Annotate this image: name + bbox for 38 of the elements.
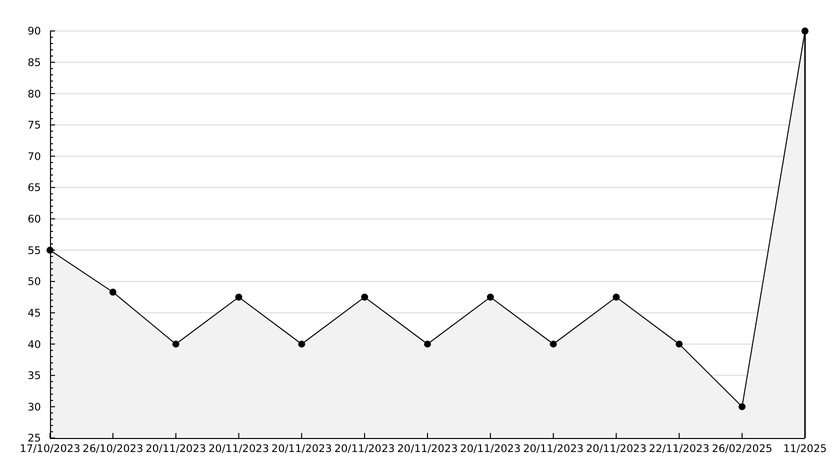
point [235,294,242,301]
point [550,340,557,348]
y-tick-label: 55 [28,244,41,257]
point [676,340,683,348]
x-tick-label: 20/11/2023 [334,443,395,455]
y-tick-label: 80 [28,88,41,100]
y-tick-label: 30 [28,401,41,414]
x-tick-label: 11/2025 [783,443,827,455]
y-tick-label: 60 [28,214,41,226]
y-tick-label: 50 [28,276,41,288]
x-tick-label: 20/11/2023 [271,443,332,455]
x-tick-label: 26/10/2023 [82,443,144,455]
point [172,340,180,348]
x-tick-label: 20/11/2023 [523,443,584,455]
y-tick-label: 35 [28,370,41,382]
point [424,340,431,348]
x-tick-label: 20/11/2023 [586,443,647,455]
point [612,294,620,301]
x-tick-label: 22/11/2023 [648,443,710,455]
x-tick-label: 20/11/2023 [397,443,458,455]
y-tick-label: 45 [28,307,41,320]
y-tick-label: 40 [28,338,41,351]
point [486,294,494,301]
point [298,340,306,348]
x-tick-label: 20/11/2023 [460,443,521,455]
x-tick-label: 20/11/2023 [208,443,270,455]
y-tick-label: 75 [28,120,41,132]
x-tick-label: 17/10/2023 [20,443,80,455]
x-tick-label: 20/11/2023 [146,443,206,455]
y-tick-label: 65 [28,182,41,194]
x-tick-label: 26/02/2025 [712,443,772,455]
point [738,403,746,410]
y-tick-label: 85 [28,56,41,69]
y-tick-label: 90 [28,26,41,38]
y-tick-label: 25 [28,432,41,445]
y-tick-label: 70 [28,150,41,163]
point [361,294,368,301]
point [109,288,116,296]
